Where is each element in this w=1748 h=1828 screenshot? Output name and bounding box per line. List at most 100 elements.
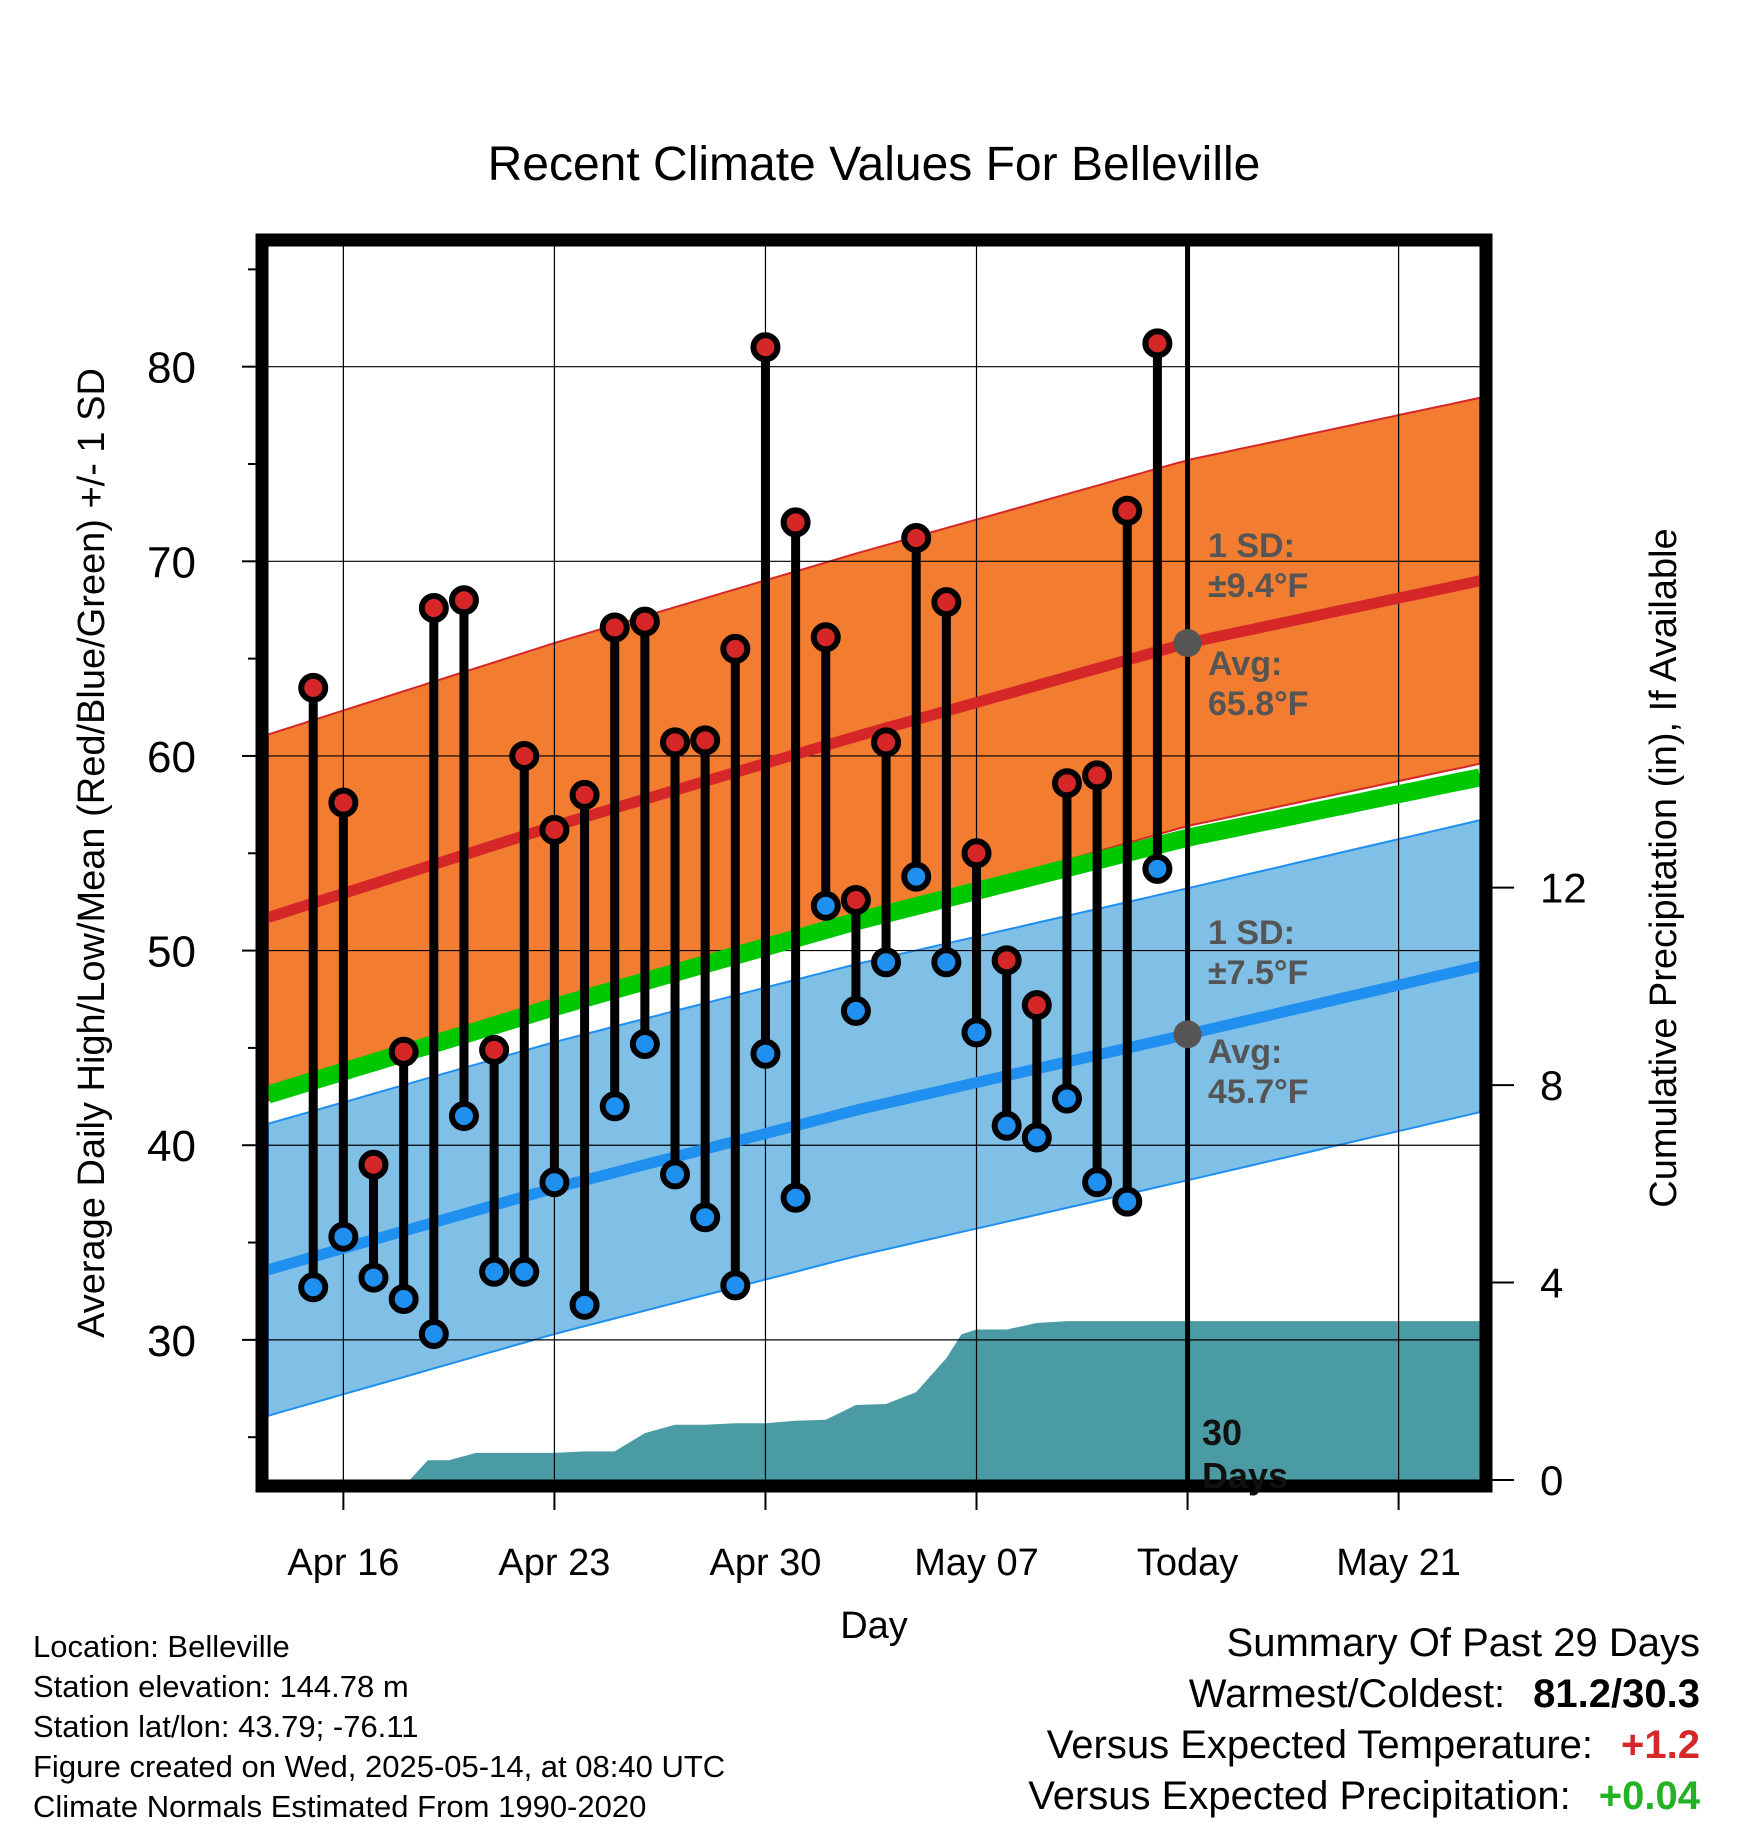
high-dot-4: [358, 1149, 389, 1180]
high-dot-28: [1082, 760, 1113, 791]
low-dot-5: [388, 1283, 419, 1314]
low-dot-25: [991, 1110, 1022, 1141]
x-tick-label-1: Apr 23: [498, 1542, 610, 1584]
high-dot-7: [448, 585, 479, 616]
low-dot-16: [720, 1270, 751, 1301]
high-dot-20: [840, 884, 871, 915]
low-dot-19: [810, 890, 841, 921]
y-tick-label-5: 80: [147, 344, 196, 393]
precip-value: +0.04: [1598, 1774, 1700, 1818]
high-avg-marker: [1173, 629, 1202, 658]
high-dot-17: [750, 332, 781, 363]
plot-area: 30 40 50 60 70 80 0 4 8 12 Apr 16 Apr 23 Apr 30 May 0…: [147, 233, 1587, 1584]
y-tick-label-4: 70: [147, 538, 196, 587]
y-tick-label-0: 30: [147, 1317, 196, 1366]
high-dot-22: [901, 522, 932, 553]
low-dot-28: [1082, 1167, 1113, 1198]
low-dot-13: [629, 1029, 660, 1060]
x-tick-label-3: May 07: [914, 1542, 1039, 1584]
y2-tick-label-1: 4: [1540, 1260, 1563, 1307]
low-dot-2: [298, 1272, 329, 1303]
high-dot-19: [810, 622, 841, 653]
low-dot-3: [328, 1221, 359, 1252]
warmest-value: 81.2/30.3: [1533, 1672, 1700, 1716]
elevation-text: Station elevation: 144.78 m: [33, 1669, 409, 1704]
low-dot-8: [479, 1256, 510, 1287]
low-sd-label: 1 SD:: [1208, 914, 1295, 952]
low-dot-21: [871, 947, 902, 978]
plot-frame: [255, 233, 1493, 1493]
low-dot-6: [418, 1319, 449, 1350]
chart-title: Recent Climate Values For Belleville: [488, 138, 1261, 191]
high-dot-3: [328, 787, 359, 818]
low-avg-label: Avg:: [1208, 1033, 1282, 1071]
low-dot-20: [840, 995, 871, 1026]
normals-note-text: Climate Normals Estimated From 1990-2020: [33, 1789, 647, 1824]
today-label-line2: Days: [1202, 1455, 1288, 1496]
y2-tick-label-0: 0: [1540, 1457, 1563, 1504]
y2-tick-label-2: 8: [1540, 1062, 1563, 1109]
today-marker-label: 30 Days: [1202, 1412, 1288, 1496]
summary-temp-row: Versus Expected Temperature: +1.2: [1028, 1720, 1700, 1771]
high-dot-14: [660, 727, 691, 758]
high-dot-26: [1021, 990, 1052, 1021]
y-tick-label-1: 40: [147, 1122, 196, 1171]
low-dot-11: [569, 1289, 600, 1320]
low-dot-17: [750, 1038, 781, 1069]
precip-label: Versus Expected Precipitation:: [1028, 1774, 1571, 1818]
high-dot-29: [1112, 495, 1143, 526]
high-dot-13: [629, 606, 660, 637]
low-dot-4: [358, 1262, 389, 1293]
temp-value: +1.2: [1621, 1723, 1700, 1767]
high-dot-10: [539, 814, 570, 845]
low-dot-29: [1112, 1186, 1143, 1217]
low-dot-27: [1051, 1083, 1082, 1114]
low-dot-15: [690, 1202, 721, 1233]
precip-area: [409, 1321, 1480, 1480]
temp-label: Versus Expected Temperature:: [1046, 1723, 1594, 1767]
low-dot-24: [961, 1017, 992, 1048]
latlon-text: Station lat/lon: 43.79; -76.11: [33, 1709, 419, 1744]
high-dot-25: [991, 945, 1022, 976]
high-dot-11: [569, 779, 600, 810]
summary-precip-row: Versus Expected Precipitation: +0.04: [1028, 1771, 1700, 1822]
low-dot-23: [931, 947, 962, 978]
high-dot-24: [961, 838, 992, 869]
summary-warmest-row: Warmest/Coldest: 81.2/30.3: [1028, 1669, 1700, 1720]
high-dot-12: [599, 612, 630, 643]
low-dot-26: [1021, 1122, 1052, 1153]
station-info: Location: Belleville Station elevation: …: [33, 1627, 725, 1827]
high-dot-15: [690, 725, 721, 756]
low-dot-14: [660, 1159, 691, 1190]
x-tick-label-0: Apr 16: [287, 1542, 399, 1584]
high-dot-9: [509, 740, 540, 771]
high-dot-23: [931, 587, 962, 618]
high-dot-5: [388, 1036, 419, 1067]
sd-annotations: 1 SD: ±9.4°F Avg: 65.8°F 1 SD: ±7.5°F Av…: [1208, 527, 1309, 1111]
low-dot-30: [1142, 853, 1173, 884]
high-dot-21: [871, 727, 902, 758]
high-normal-line: [268, 575, 1480, 923]
low-normal-line: [268, 960, 1480, 1276]
low-sd-value: ±7.5°F: [1208, 954, 1308, 992]
y-tick-label-3: 60: [147, 733, 196, 782]
y-axis-label: Average Daily High/Low/Mean (Red/Blue/Gr…: [71, 368, 113, 1338]
low-dot-7: [448, 1101, 479, 1132]
y-tick-label-2: 50: [147, 928, 196, 977]
created-text: Figure created on Wed, 2025-05-14, at 08…: [33, 1749, 726, 1784]
low-avg-value: 45.7°F: [1208, 1073, 1309, 1111]
y2-axis-label: Cumulative Precipitation (in), If Availa…: [1643, 528, 1685, 1207]
x-tick-label-4: Today: [1137, 1542, 1238, 1584]
high-avg-value: 65.8°F: [1208, 685, 1309, 723]
low-dot-9: [509, 1256, 540, 1287]
x-axis-label: Day: [840, 1605, 908, 1647]
high-dot-27: [1051, 768, 1082, 799]
high-dot-6: [418, 593, 449, 624]
high-sd-label: 1 SD:: [1208, 527, 1295, 565]
low-dot-10: [539, 1167, 570, 1198]
x-tick-label-2: Apr 30: [709, 1542, 821, 1584]
location-text: Location: Belleville: [33, 1629, 290, 1664]
high-dot-16: [720, 633, 751, 664]
y2-tick-label-3: 12: [1540, 865, 1587, 912]
